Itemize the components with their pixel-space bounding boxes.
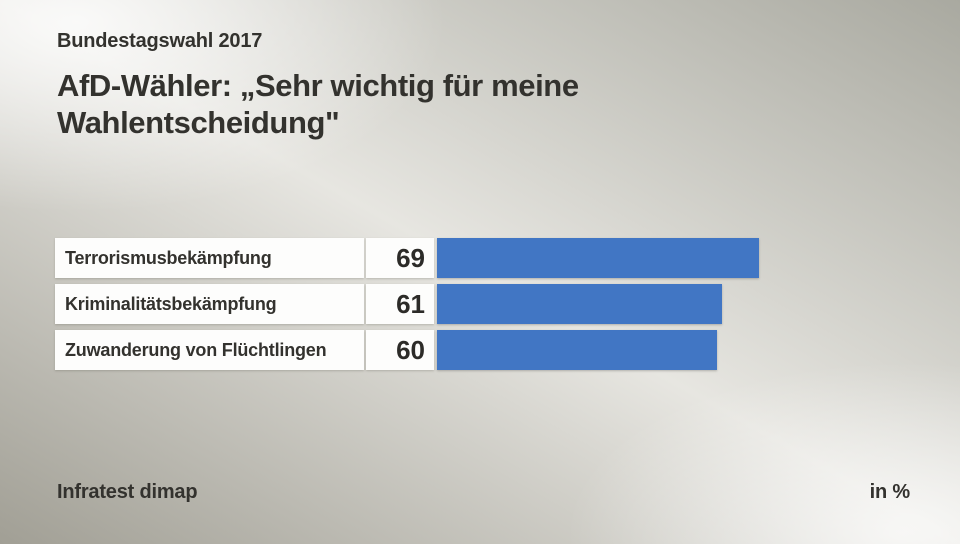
bar-chart: Terrorismusbekämpfung 69 Kriminalitätsbe…: [55, 238, 905, 376]
source-label: Infratest dimap: [57, 481, 198, 503]
page-title: AfD-Wähler: „Sehr wichtig für meine Wahl…: [57, 68, 579, 140]
bar-row: Kriminalitätsbekämpfung 61: [55, 284, 905, 324]
bar-value: 60: [366, 330, 434, 370]
kicker: Bundestagswahl 2017: [57, 30, 263, 52]
unit-label: in %: [869, 481, 911, 503]
bar-track: [437, 330, 904, 370]
bar-track: [437, 238, 904, 278]
bar-track: [437, 284, 904, 324]
bar: [437, 238, 760, 278]
bar-label: Zuwanderung von Flüchtlingen: [55, 330, 364, 370]
bar-label: Terrorismusbekämpfung: [55, 238, 364, 278]
bar: [437, 330, 718, 370]
bar-value: 69: [366, 238, 434, 278]
bar: [437, 284, 722, 324]
bar-label: Kriminalitätsbekämpfung: [55, 284, 364, 324]
bar-value: 61: [366, 284, 434, 324]
footer: Infratest dimap in %: [57, 481, 910, 504]
bar-row: Zuwanderung von Flüchtlingen 60: [55, 330, 905, 370]
bar-row: Terrorismusbekämpfung 69: [55, 238, 905, 278]
